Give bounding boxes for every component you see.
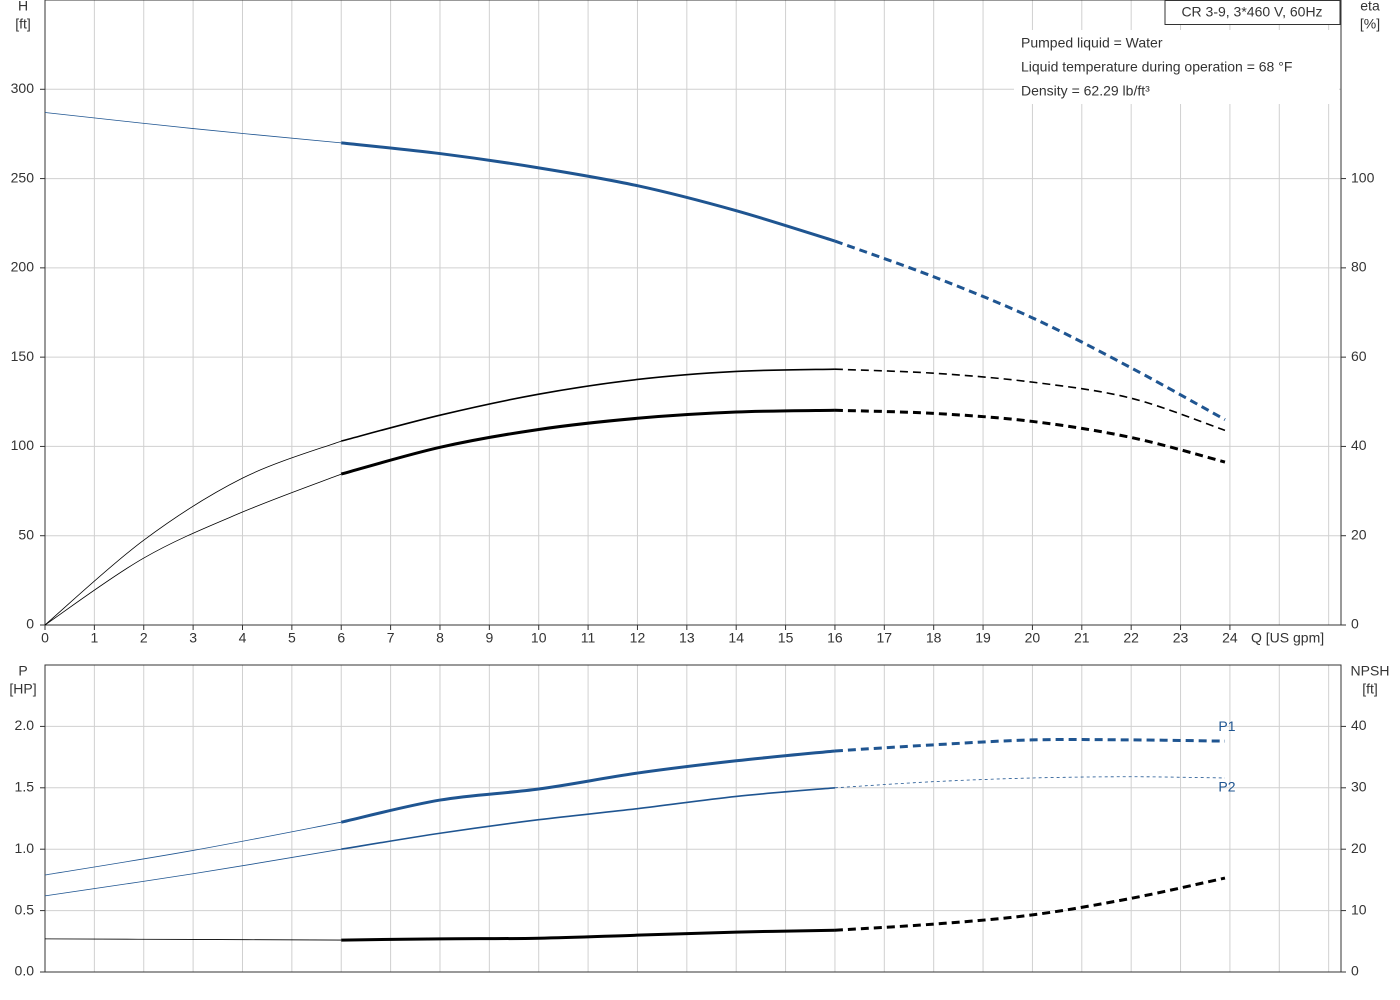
curve — [834, 239, 1226, 421]
y-axis-unit: [HP] — [9, 681, 36, 697]
curve — [44, 112, 342, 144]
y2-axis-unit: [%] — [1360, 16, 1380, 32]
x-tick-label: 0 — [41, 630, 49, 646]
x-tick-label: 21 — [1074, 630, 1090, 646]
title-box — [1164, 0, 1341, 25]
curve — [341, 141, 836, 243]
y2-axis-label: NPSH — [1351, 663, 1390, 679]
curve — [44, 821, 342, 876]
x-tick-label: 17 — [877, 630, 893, 646]
y-tick-label: 1.0 — [15, 840, 35, 856]
y-axis-unit: [ft] — [15, 16, 31, 32]
x-tick-label: 23 — [1173, 630, 1189, 646]
x-tick-label: 11 — [581, 630, 596, 646]
curve — [340, 408, 835, 476]
note: Density = 62.29 lb/ft³ — [1021, 83, 1150, 99]
y2-tick-label: 30 — [1351, 779, 1367, 795]
x-tick-label: 3 — [189, 630, 197, 646]
plot-frame — [44, 0, 1342, 626]
y-tick-label: 2.0 — [15, 717, 35, 733]
x-tick-label: 2 — [140, 630, 148, 646]
curve — [341, 787, 836, 850]
y2-tick-label: 80 — [1351, 259, 1367, 275]
x-tick-label: 15 — [778, 630, 794, 646]
y2-tick-label: 20 — [1351, 526, 1367, 542]
curve — [834, 776, 1225, 789]
plot-frame — [44, 664, 1342, 973]
y-tick-label: 200 — [11, 259, 35, 275]
curve — [834, 408, 1226, 464]
curve — [44, 440, 342, 626]
note: Pumped liquid = Water — [1021, 35, 1163, 51]
x-tick-label: 1 — [90, 630, 98, 646]
x-tick-label: 16 — [827, 630, 843, 646]
y-tick-label: 50 — [18, 526, 34, 542]
curve — [340, 749, 836, 824]
x-tick-label: 7 — [387, 630, 395, 646]
chart-title: CR 3-9, 3*460 V, 60Hz — [1181, 4, 1322, 20]
y2-tick-label: 60 — [1351, 348, 1367, 364]
y-axis-label: P — [18, 663, 27, 679]
y2-tick-label: 100 — [1351, 169, 1375, 185]
curve — [44, 848, 342, 897]
x-tick-label: 18 — [926, 630, 942, 646]
note: Liquid temperature during operation = 68… — [1021, 59, 1292, 75]
y2-tick-label: 40 — [1351, 717, 1367, 733]
x-tick-label: 19 — [975, 630, 991, 646]
curve — [834, 368, 1226, 432]
curve — [834, 737, 1225, 753]
y-tick-label: 300 — [11, 80, 35, 96]
curve — [44, 473, 342, 626]
y2-axis-unit: [ft] — [1362, 681, 1378, 697]
y-tick-label: 150 — [11, 348, 35, 364]
x-tick-label: 24 — [1222, 630, 1238, 646]
y2-tick-label: 40 — [1351, 437, 1367, 453]
x-tick-label: 5 — [288, 630, 296, 646]
curve — [341, 928, 835, 942]
y-tick-label: 1.5 — [15, 779, 35, 795]
x-tick-label: 14 — [728, 630, 744, 646]
y2-axis-label: eta — [1360, 0, 1380, 14]
notes-background — [1014, 30, 1339, 104]
x-tick-label: 4 — [239, 630, 247, 646]
y-tick-label: 0.0 — [15, 963, 35, 979]
curve — [44, 938, 342, 941]
y-tick-label: 0.5 — [15, 901, 35, 917]
curve-label: P2 — [1218, 779, 1235, 795]
x-axis-label: Q [US gpm] — [1251, 630, 1324, 646]
x-tick-label: 8 — [436, 630, 444, 646]
y2-tick-label: 0 — [1351, 963, 1359, 979]
y-tick-label: 100 — [11, 437, 35, 453]
x-tick-label: 9 — [485, 630, 493, 646]
y-tick-label: 250 — [11, 169, 35, 185]
y2-tick-label: 0 — [1351, 616, 1359, 632]
y2-tick-label: 20 — [1351, 840, 1367, 856]
y2-tick-label: 10 — [1351, 901, 1367, 917]
x-tick-label: 13 — [679, 630, 695, 646]
curve — [341, 368, 835, 442]
y-axis-label: H — [18, 0, 28, 14]
y-tick-label: 0 — [26, 616, 34, 632]
x-tick-label: 22 — [1123, 630, 1139, 646]
x-tick-label: 12 — [630, 630, 646, 646]
x-tick-label: 10 — [531, 630, 547, 646]
curve — [834, 876, 1226, 932]
x-tick-label: 6 — [337, 630, 345, 646]
x-tick-label: 20 — [1025, 630, 1041, 646]
curve-label: P1 — [1218, 718, 1235, 734]
